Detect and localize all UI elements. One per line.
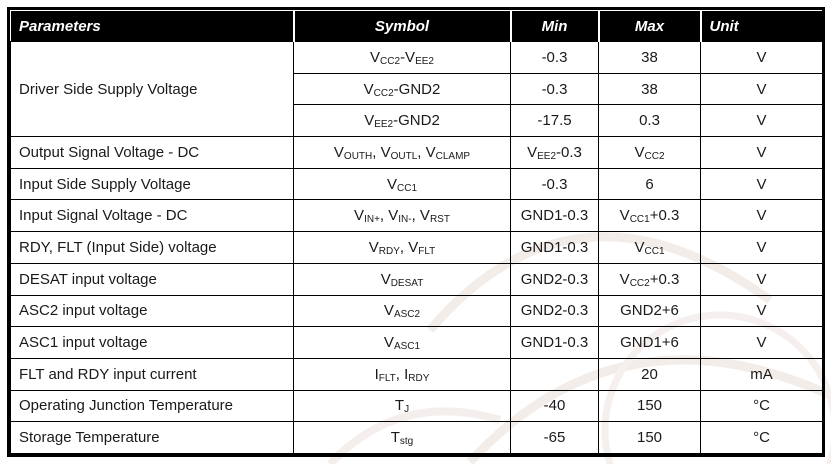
unit-cell: V	[700, 199, 823, 233]
table-row: Input Signal Voltage - DC VIN+, VIN-, VRS…	[10, 199, 823, 233]
min-cell: GND2-0.3	[510, 262, 599, 296]
max-cell: VCC1+0.3	[598, 199, 701, 233]
table-row: Input Side Supply Voltage VCC1 -0.3 6 V	[10, 167, 823, 201]
table-row: Output Signal Voltage - DC VOUTH, VOUTL, …	[10, 136, 823, 169]
table-row: ASC1 input voltage VASC1 GND1-0.3 GND1+6 V	[10, 326, 823, 359]
min-cell	[510, 357, 599, 391]
max-cell: 20	[598, 357, 701, 391]
max-cell: GND1+6	[598, 326, 701, 359]
table-row: Driver Side Supply Voltage VCC2-VEE2 -0.3 3…	[10, 40, 823, 138]
max-cell: 6	[598, 167, 701, 201]
symbol-cell: VEE2-GND2	[293, 104, 511, 138]
unit-cell: V	[700, 326, 823, 359]
symbol-cell: VCC1	[293, 167, 511, 201]
min-cell: GND2-0.3	[510, 294, 599, 328]
max-cell: 38	[598, 41, 701, 74]
symbol-cell: TJ	[293, 389, 511, 423]
parameter-cell: Input Side Supply Voltage	[10, 167, 294, 201]
unit-cell: °C	[700, 421, 823, 454]
symbol-cell: VRDY, VFLT	[293, 231, 511, 264]
ratings-table: Parameters Symbol Min Max Unit Driver Si…	[10, 10, 823, 454]
parameter-cell: FLT and RDY input current	[10, 357, 294, 391]
table-row: FLT and RDY input current IFLT, IRDY 20 mA	[10, 357, 823, 391]
parameter-cell: ASC2 input voltage	[10, 294, 294, 328]
unit-cell: V	[700, 41, 823, 74]
max-cell: VCC2+0.3	[598, 262, 701, 296]
max-cell: 0.3	[598, 104, 701, 138]
col-header-symbol: Symbol	[292, 10, 511, 42]
table-body: Driver Side Supply Voltage VCC2-VEE2 -0.3 3…	[10, 40, 823, 454]
unit-cell: V	[700, 72, 823, 106]
max-cell: 38	[598, 72, 701, 106]
header-row: Parameters Symbol Min Max Unit	[10, 10, 823, 42]
min-cell: GND1-0.3	[510, 199, 599, 233]
unit-cell: V	[700, 167, 823, 201]
table-row: RDY, FLT (Input Side) voltage VRDY, VFLT G…	[10, 231, 823, 264]
symbol-cell: VOUTH, VOUTL, VCLAMP	[293, 136, 511, 169]
min-cell: GND1-0.3	[510, 231, 599, 264]
max-cell: 150	[598, 421, 701, 454]
unit-cell: °C	[700, 389, 823, 423]
min-cell: -40	[510, 389, 599, 423]
min-cell: -17.5	[510, 104, 599, 138]
symbol-cell: VASC2	[293, 294, 511, 328]
min-cell: GND1-0.3	[510, 326, 599, 359]
col-header-parameters: Parameters	[10, 10, 294, 42]
unit-cell: V	[700, 136, 823, 169]
min-cell: -0.3	[510, 167, 599, 201]
parameter-cell: Output Signal Voltage - DC	[10, 136, 294, 169]
table-row: Storage Temperature Tstg -65 150 °C	[10, 421, 823, 454]
max-cell: 150	[598, 389, 701, 423]
unit-cell: mA	[700, 357, 823, 391]
parameter-cell: RDY, FLT (Input Side) voltage	[10, 231, 294, 264]
min-cell: -0.3	[510, 72, 599, 106]
table-row: ASC2 input voltage VASC2 GND2-0.3 GND2+6 V	[10, 294, 823, 328]
max-cell: VCC1	[598, 231, 701, 264]
parameter-cell: Driver Side Supply Voltage	[10, 40, 294, 138]
min-cell: VEE2-0.3	[510, 136, 599, 169]
unit-cell: V	[700, 294, 823, 328]
symbol-cell: Tstg	[293, 421, 511, 454]
parameter-cell: Input Signal Voltage - DC	[10, 199, 294, 233]
symbol-cell: VIN+, VIN-, VRST	[293, 199, 511, 233]
symbol-cell: VASC1	[293, 326, 511, 359]
unit-cell: V	[700, 231, 823, 264]
symbol-cell: VCC2-GND2	[293, 72, 511, 106]
min-cell: -65	[510, 421, 599, 454]
col-header-max: Max	[597, 10, 701, 42]
table-row: DESAT input voltage VDESAT GND2-0.3 VCC2+0.…	[10, 262, 823, 296]
col-header-min: Min	[509, 10, 599, 42]
parameter-cell: Storage Temperature	[10, 421, 294, 454]
max-cell: GND2+6	[598, 294, 701, 328]
parameter-cell: Operating Junction Temperature	[10, 389, 294, 423]
min-cell: -0.3	[510, 41, 599, 74]
unit-cell: V	[700, 104, 823, 138]
col-header-unit: Unit	[699, 10, 823, 42]
unit-cell: V	[700, 262, 823, 296]
symbol-cell: VCC2-VEE2	[293, 41, 511, 74]
table-header: Parameters Symbol Min Max Unit	[10, 10, 823, 42]
parameter-cell: ASC1 input voltage	[10, 326, 294, 359]
symbol-cell: VDESAT	[293, 262, 511, 296]
parameter-cell: DESAT input voltage	[10, 262, 294, 296]
table-row: VEE2-GND2 -17.5 0.3 V	[11, 104, 823, 138]
abs-max-ratings-table: Parameters Symbol Min Max Unit Driver Si…	[7, 7, 825, 457]
symbol-cell: IFLT, IRDY	[293, 357, 511, 391]
table-row: Operating Junction Temperature TJ -40 150 °C	[10, 389, 823, 423]
max-cell: VCC2	[598, 136, 701, 169]
